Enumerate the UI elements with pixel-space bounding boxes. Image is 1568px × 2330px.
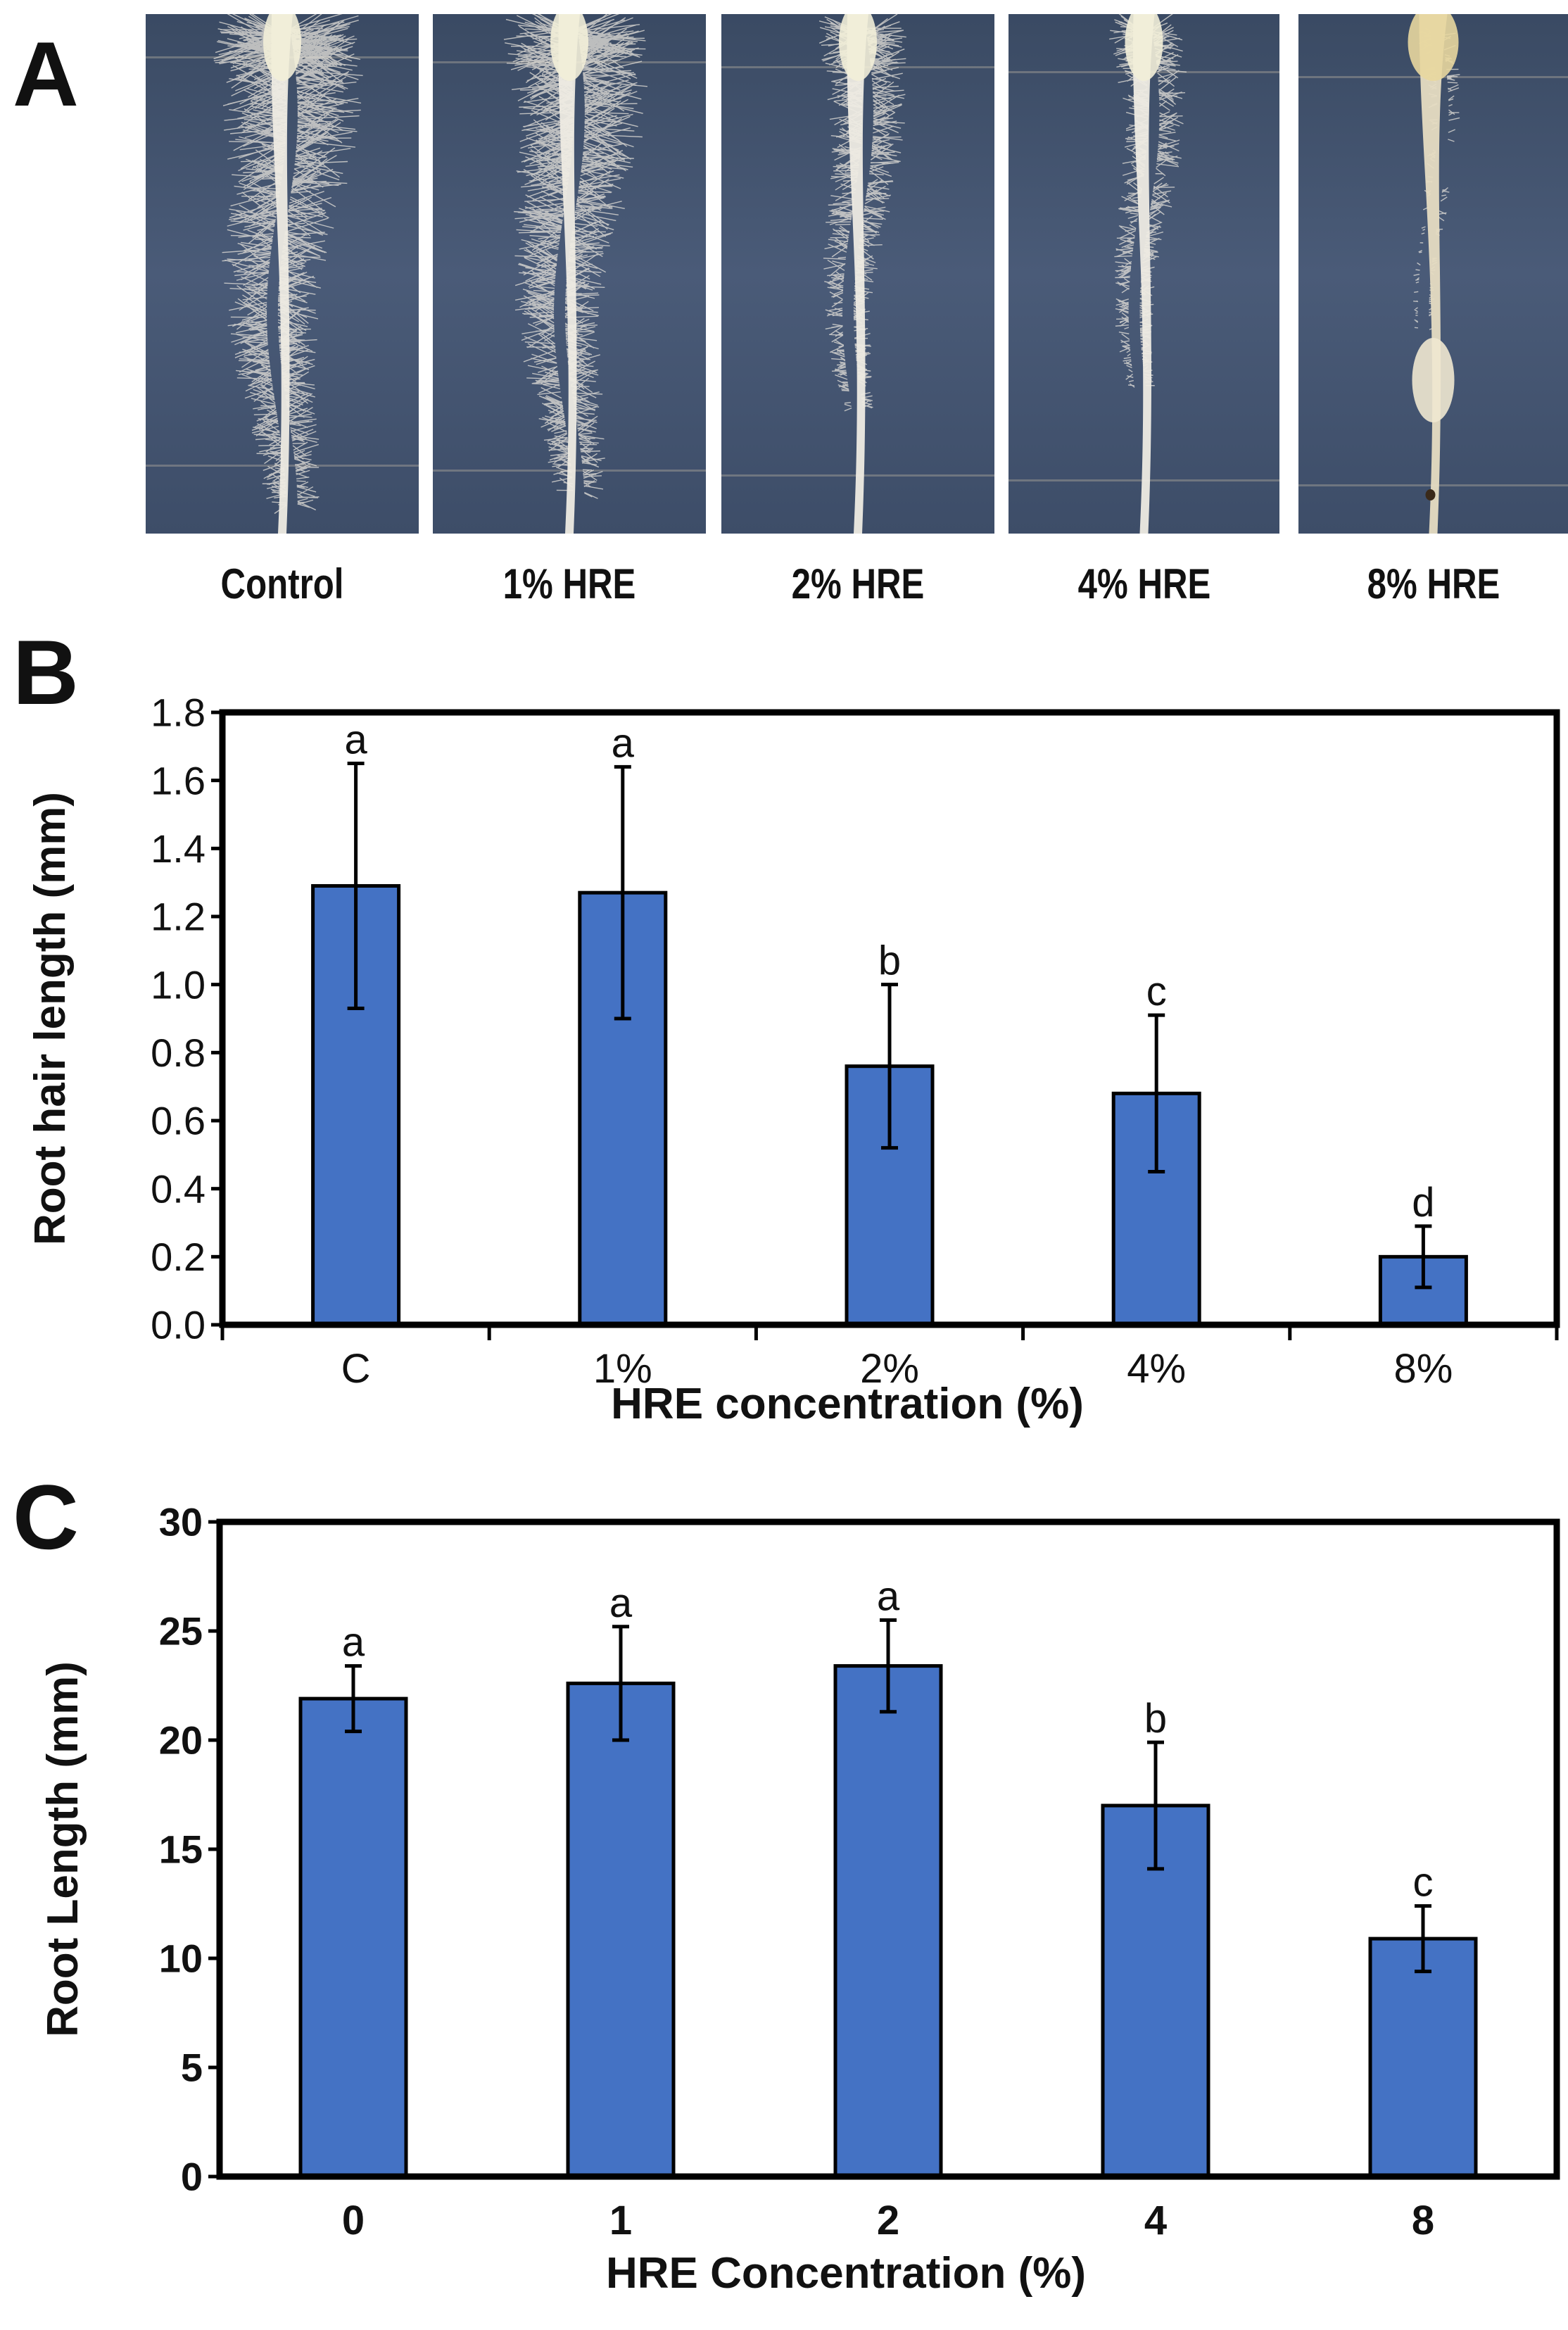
y-tick-label: 1.0 — [151, 962, 206, 1007]
x-tick-label: 8 — [1412, 2198, 1434, 2243]
significance-letter: c — [1413, 1860, 1434, 1906]
main-root — [1132, 14, 1155, 534]
y-tick-label: 1.6 — [151, 758, 206, 802]
y-tick-label: 15 — [159, 1827, 203, 1872]
chart-b: a Ca 1% b 2% c 4% d 8% 0.0 0.2 0.4 0.6 0.8 1.0 1.2 1.4 1.… — [26, 691, 1560, 1428]
significance-letter: b — [878, 938, 901, 984]
root-drawing — [818, 14, 906, 534]
bar — [566, 1681, 676, 2179]
y-tick-label: 1.8 — [151, 691, 206, 735]
root-photo — [146, 14, 419, 534]
main-root — [1419, 14, 1448, 534]
root-photo — [1009, 14, 1279, 534]
root-base — [263, 14, 301, 81]
y-tick-label: 10 — [159, 1937, 203, 1981]
plot-frame — [219, 709, 1560, 1328]
y-tick-label: 0.0 — [151, 1303, 206, 1347]
photo-label: 4% HRE — [1077, 560, 1210, 607]
x-tick-label: 2% — [860, 1346, 919, 1392]
panel-c-letter: C — [13, 1466, 79, 1568]
significance-letter: d — [1412, 1180, 1434, 1226]
y-tick-label: 25 — [159, 1609, 203, 1654]
significance-letter: a — [344, 717, 367, 763]
error-bar — [1415, 1224, 1432, 1290]
y-tick-label: 5 — [181, 2046, 203, 2090]
chart-c: a 0 a 1 a 2 b 4 c 8 0 5 10 15 20 25 30 HRE Concentration … — [39, 1500, 1560, 2298]
x-tick-label: C — [341, 1346, 371, 1392]
x-axis-title: HRE Concentration (%) — [606, 2249, 1086, 2298]
root-swelling — [1412, 338, 1455, 422]
error-bar — [1148, 1013, 1165, 1173]
error-bar — [347, 762, 365, 1010]
significance-letter: a — [877, 1574, 900, 1620]
bar — [1368, 1937, 1478, 2179]
significance-letter: a — [612, 720, 635, 766]
x-tick-label: 0 — [342, 2198, 365, 2243]
main-root — [271, 14, 293, 534]
main-root — [558, 14, 580, 534]
panel-a-letter: A — [13, 23, 79, 125]
root-photo — [433, 14, 706, 534]
error-bar — [1147, 1740, 1164, 1871]
root-base — [550, 14, 588, 81]
significance-letter: a — [609, 1580, 633, 1626]
photo-label: 8% HRE — [1367, 560, 1500, 607]
x-tick-label: 2 — [877, 2198, 899, 2243]
x-tick-label: 8% — [1393, 1346, 1453, 1392]
x-tick-label: 1% — [593, 1346, 652, 1392]
y-tick-label: 0.6 — [151, 1099, 206, 1143]
bar — [833, 1664, 943, 2179]
significance-letter: b — [1144, 1696, 1167, 1742]
error-bar — [612, 1625, 629, 1742]
error-bar — [880, 1618, 897, 1714]
significance-letter: c — [1146, 969, 1167, 1014]
root-drawing — [1408, 14, 1460, 534]
main-root — [847, 14, 868, 534]
y-tick-label: 0.4 — [151, 1166, 206, 1211]
root-photo — [1298, 14, 1568, 534]
x-tick-label: 1 — [609, 2198, 632, 2243]
y-tick-label: 30 — [159, 1500, 203, 1544]
photo-label: Control — [220, 560, 344, 607]
panel-b-letter: B — [13, 621, 79, 724]
root-tip — [1425, 489, 1436, 500]
photo-label: 1% HRE — [502, 560, 636, 607]
root-drawing — [213, 14, 363, 534]
y-tick-label: 0.8 — [151, 1031, 206, 1075]
x-axis-title: HRE concentration (%) — [611, 1380, 1084, 1428]
y-tick-label: 0 — [181, 2155, 203, 2199]
y-axis-title: Root hair length (mm) — [26, 792, 75, 1245]
error-bar — [614, 764, 631, 1021]
root-photo — [721, 14, 994, 534]
error-bar — [345, 1664, 362, 1734]
x-tick-label: 4% — [1127, 1346, 1186, 1392]
root-base — [1408, 14, 1459, 81]
significance-letter: a — [342, 1620, 365, 1665]
root-base — [1125, 14, 1163, 81]
x-tick-label: 4 — [1144, 2198, 1167, 2243]
y-tick-label: 20 — [159, 1718, 203, 1763]
y-tick-label: 1.2 — [151, 895, 206, 939]
bar — [298, 1696, 408, 2179]
panel-a-photos: A Control 1% HRE 2% HRE 4% HRE 8% HRE — [0, 0, 1568, 634]
y-tick-label: 1.4 — [151, 826, 206, 871]
root-drawing — [503, 14, 648, 534]
error-bar — [1415, 1904, 1431, 1974]
y-axis-title: Root Length (mm) — [39, 1661, 87, 2037]
root-drawing — [1109, 14, 1187, 534]
photo-label: 2% HRE — [791, 560, 925, 607]
error-bar — [881, 983, 898, 1150]
y-tick-label: 0.2 — [151, 1235, 206, 1279]
root-base — [839, 14, 877, 81]
